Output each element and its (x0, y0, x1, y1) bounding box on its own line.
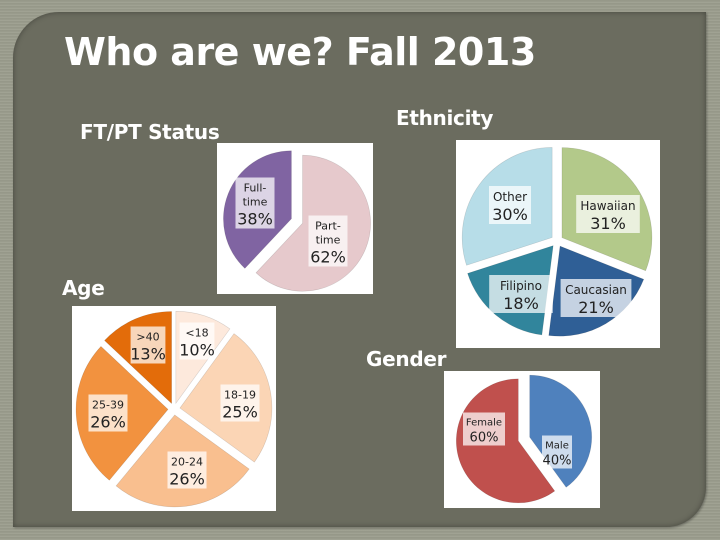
svg-text:time: time (243, 196, 268, 209)
ftpt-section-label: FT/PT Status (80, 120, 220, 144)
svg-text:26%: 26% (90, 413, 126, 432)
svg-text:62%: 62% (310, 248, 346, 267)
age-pie-chart: <18 10% 18-19 25% 20-24 26% 25-39 26% >40 13% (72, 306, 276, 511)
svg-text:26%: 26% (169, 470, 205, 489)
gender-section-label: Gender (366, 347, 447, 371)
svg-text:>40: >40 (136, 331, 159, 344)
svg-text:time: time (316, 234, 341, 247)
svg-text:25-39: 25-39 (92, 399, 124, 412)
svg-text:Hawaiian: Hawaiian (580, 199, 635, 213)
svg-text:38%: 38% (237, 210, 273, 229)
gender-slice-female (455, 378, 556, 504)
slide-title: Who are we? Fall 2013 (64, 30, 536, 74)
svg-text:Other: Other (493, 190, 527, 204)
ethnicity-pie-svg: Hawaiian31%Caucasian21%Filipino18%Other3… (461, 147, 653, 337)
ethnicity-section-label: Ethnicity (396, 106, 494, 130)
svg-text:30%: 30% (492, 205, 528, 224)
svg-text:60%: 60% (470, 431, 499, 446)
svg-text:20-24: 20-24 (171, 456, 203, 469)
ftpt-pie-chart: Full-time 38% Part-time 62% (217, 143, 373, 294)
svg-text:10%: 10% (179, 341, 215, 360)
gender-label-female: Female 60% (463, 412, 505, 446)
svg-text:40%: 40% (543, 454, 572, 469)
svg-text:25%: 25% (222, 403, 258, 422)
gender-pie-svg: Female 60% Male 40% (455, 374, 593, 504)
svg-text:21%: 21% (578, 298, 614, 317)
svg-text:31%: 31% (590, 214, 626, 233)
age-section-label: Age (62, 276, 105, 300)
gender-slice-male (529, 374, 593, 488)
gender-pie-chart: Female 60% Male 40% (444, 371, 600, 508)
svg-text:<18: <18 (185, 327, 208, 340)
ethnicity-pie-chart: Hawaiian 31% Caucasian 21% Filipino 18% Other 3… (456, 140, 660, 348)
svg-text:Male: Male (545, 441, 569, 452)
svg-text:Part-: Part- (315, 220, 341, 233)
svg-text:Filipino: Filipino (500, 279, 542, 293)
svg-text:13%: 13% (130, 345, 166, 364)
svg-text:18-19: 18-19 (224, 389, 256, 402)
svg-text:18%: 18% (503, 294, 539, 313)
gender-label-male: Male 40% (542, 435, 572, 469)
svg-text:Caucasian: Caucasian (565, 283, 627, 297)
svg-text:Female: Female (466, 418, 502, 429)
svg-text:Full-: Full- (244, 182, 267, 195)
